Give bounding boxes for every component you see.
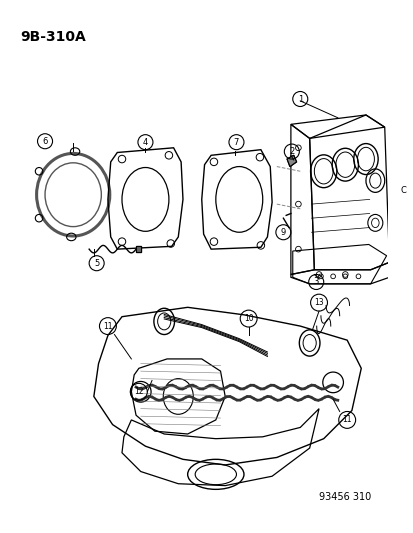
Text: 5: 5 bbox=[94, 259, 99, 268]
Polygon shape bbox=[136, 246, 140, 252]
Text: 11: 11 bbox=[342, 415, 351, 424]
Text: 3: 3 bbox=[313, 278, 318, 286]
Text: 1: 1 bbox=[297, 94, 302, 103]
Text: 9: 9 bbox=[280, 228, 285, 237]
Text: 2: 2 bbox=[289, 147, 294, 156]
Text: 9B-310A: 9B-310A bbox=[21, 29, 86, 44]
Polygon shape bbox=[287, 155, 296, 167]
Text: 11: 11 bbox=[103, 321, 112, 330]
Text: 6: 6 bbox=[42, 137, 47, 146]
Text: 7: 7 bbox=[233, 138, 239, 147]
Text: 93456 310: 93456 310 bbox=[318, 492, 370, 503]
Polygon shape bbox=[287, 155, 296, 167]
Text: 13: 13 bbox=[313, 298, 323, 307]
Polygon shape bbox=[136, 246, 140, 252]
Text: 10: 10 bbox=[243, 314, 253, 323]
Text: C: C bbox=[400, 185, 406, 195]
Text: 12: 12 bbox=[134, 387, 143, 396]
Text: 4: 4 bbox=[142, 138, 148, 147]
